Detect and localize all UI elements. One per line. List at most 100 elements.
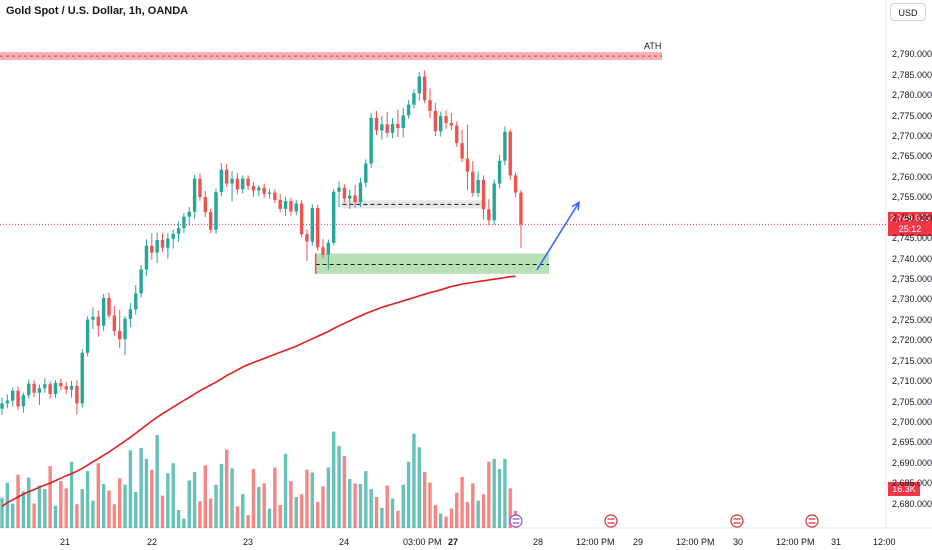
candle	[187, 206, 191, 226]
candle	[80, 349, 84, 408]
time-tick-label: 24	[339, 537, 350, 547]
price-tick-label: 2,770.000	[892, 130, 932, 141]
candle-body	[471, 171, 475, 193]
moving-average-layer	[1, 275, 516, 508]
candle	[305, 229, 309, 261]
volume-bar	[59, 481, 63, 528]
candle	[503, 126, 507, 166]
volume-bar	[337, 445, 341, 528]
candle-body	[192, 178, 197, 212]
moving-average-line	[1, 275, 516, 508]
candle	[69, 380, 74, 398]
candle	[128, 302, 133, 327]
current-price-tag: 2,748.615 25:12	[888, 212, 932, 236]
candle-body	[139, 269, 143, 294]
volume-bar	[294, 497, 298, 528]
volume-bar	[139, 448, 143, 528]
candle-body	[75, 385, 79, 404]
candle	[294, 199, 298, 216]
candle-body	[225, 169, 229, 184]
candle-body	[235, 178, 240, 190]
candle	[166, 233, 170, 259]
volume-bar	[353, 483, 357, 528]
candle-body	[481, 179, 486, 210]
volume-bar	[358, 484, 363, 528]
candle	[497, 154, 502, 189]
volume-bar	[144, 458, 149, 528]
price-tick-label: 2,775.000	[892, 110, 932, 121]
candle	[455, 121, 459, 147]
candle-body	[160, 239, 165, 248]
support-zone	[315, 253, 549, 274]
price-tick-label: 2,785.000	[892, 69, 932, 80]
candle	[433, 102, 438, 137]
chart-title: Gold Spot / U.S. Dollar, 1h, OANDA	[6, 5, 189, 17]
candle-body	[283, 201, 288, 209]
candle	[251, 181, 256, 197]
volume-bar	[449, 508, 454, 528]
candle-body	[176, 228, 181, 234]
candle-body	[401, 115, 405, 128]
time-tick-label: 03:00 PM	[403, 537, 442, 547]
volume-bar	[481, 494, 486, 528]
candle	[11, 387, 15, 407]
candle	[283, 196, 288, 216]
volume-bar	[11, 503, 15, 528]
price-tick-label: 2,725.000	[892, 314, 932, 325]
volume-bar	[32, 503, 36, 528]
candle-body	[11, 390, 15, 401]
candle	[439, 111, 443, 137]
candle	[171, 229, 175, 249]
candle	[369, 112, 373, 169]
candle-body	[128, 309, 133, 319]
candle	[385, 112, 389, 138]
candle	[267, 188, 272, 199]
volume-bar	[246, 515, 250, 528]
volume-bar	[369, 489, 373, 528]
candle	[481, 175, 486, 220]
candle-body	[374, 117, 379, 131]
volume-bar	[390, 498, 395, 528]
candle-body	[0, 403, 4, 409]
candle-body	[53, 382, 58, 395]
volume-bar	[508, 488, 512, 528]
candle	[43, 378, 47, 393]
volume-bar	[497, 468, 502, 528]
candle-body	[299, 203, 304, 235]
candle	[230, 170, 234, 202]
volume-bar	[150, 469, 154, 528]
us-flag-icon	[730, 514, 744, 528]
candle	[348, 189, 352, 209]
candle-body	[96, 316, 100, 326]
candle-body	[134, 293, 138, 310]
currency-button[interactable]: USD	[890, 3, 926, 21]
candle-body	[455, 125, 459, 144]
volume-bar	[299, 494, 304, 528]
volume-bar	[85, 471, 90, 528]
candle-body	[262, 187, 266, 194]
candle	[471, 161, 475, 197]
volume-bar	[176, 510, 181, 528]
price-tick-label: 2,680.000	[892, 498, 932, 509]
volume-bar	[267, 508, 272, 528]
candles-layer	[0, 70, 523, 415]
candle	[492, 179, 496, 225]
candle	[278, 193, 282, 213]
candle-body	[37, 388, 42, 393]
candle-body	[385, 124, 389, 133]
price-tick-label: 2,735.000	[892, 274, 932, 284]
candle	[321, 239, 325, 259]
candle	[203, 190, 207, 218]
us-flag-icon	[604, 514, 618, 528]
bar-countdown: 25:12	[898, 224, 922, 234]
candle-body	[214, 192, 218, 230]
volume-bar	[278, 504, 282, 528]
candle	[176, 221, 181, 242]
volume-bar	[37, 485, 42, 528]
volume-bar	[315, 502, 320, 528]
us-flag-icon-ring	[604, 514, 618, 528]
candle-body	[492, 183, 496, 221]
candle	[476, 171, 480, 198]
candle-body	[417, 76, 421, 94]
